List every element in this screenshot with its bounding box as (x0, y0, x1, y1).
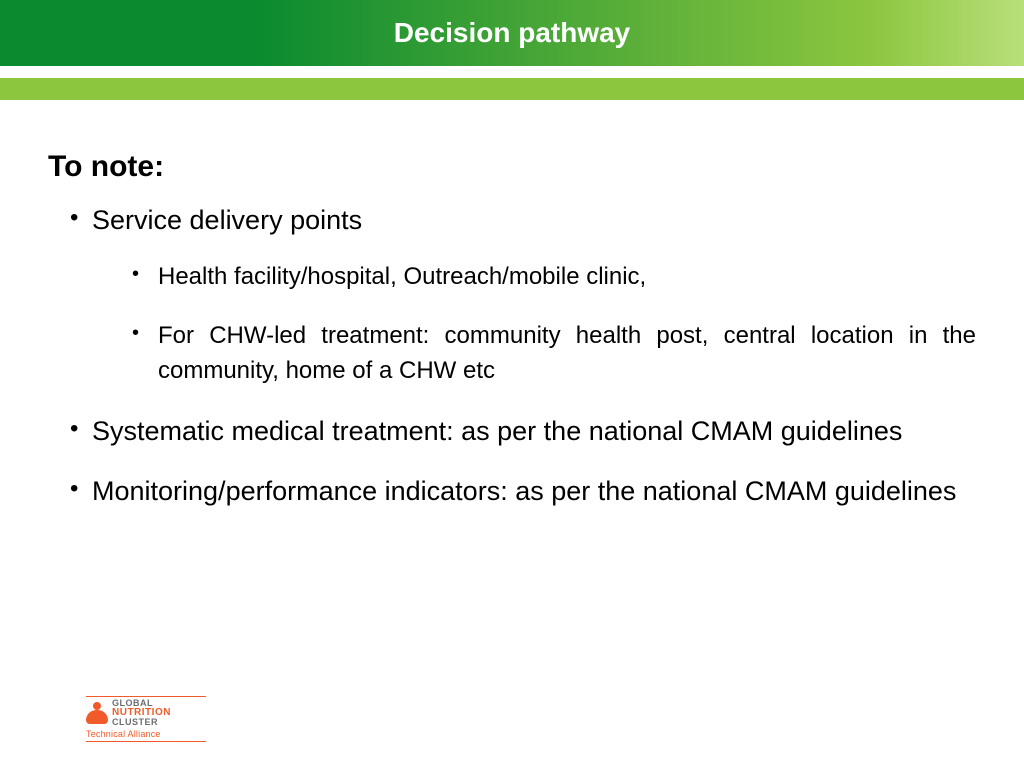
divider-gap (0, 66, 1024, 78)
logo-line3: CLUSTER (112, 718, 171, 727)
content-area: To note: Service delivery points Health … (48, 150, 976, 534)
bullet-list: Service delivery points Health facility/… (48, 202, 976, 510)
slide: Decision pathway To note: Service delive… (0, 0, 1024, 768)
bullet-text: Monitoring/performance indicators: as pe… (92, 476, 956, 506)
bullet-text: Health facility/hospital, Outreach/mobil… (158, 263, 646, 290)
list-item: For CHW-led treatment: community health … (132, 319, 976, 389)
bullet-text: For CHW-led treatment: community health … (158, 322, 976, 384)
logo-subtitle: Technical Alliance (86, 729, 206, 739)
logo: GLOBAL NUTRITION CLUSTER Technical Allia… (86, 696, 206, 742)
logo-row: GLOBAL NUTRITION CLUSTER (86, 699, 206, 727)
content-heading: To note: (48, 150, 976, 184)
slide-title: Decision pathway (394, 17, 631, 49)
bullet-text: Systematic medical treatment: as per the… (92, 416, 902, 446)
header-bar: Decision pathway (0, 0, 1024, 66)
bullet-text: Service delivery points (92, 205, 362, 235)
list-item: Service delivery points Health facility/… (70, 202, 976, 389)
bullet-sublist: Health facility/hospital, Outreach/mobil… (92, 260, 976, 388)
logo-icon (86, 702, 108, 724)
logo-text: GLOBAL NUTRITION CLUSTER (112, 699, 171, 727)
list-item: Health facility/hospital, Outreach/mobil… (132, 260, 976, 295)
list-item: Systematic medical treatment: as per the… (70, 413, 976, 449)
list-item: Monitoring/performance indicators: as pe… (70, 473, 976, 509)
accent-bar (0, 78, 1024, 100)
